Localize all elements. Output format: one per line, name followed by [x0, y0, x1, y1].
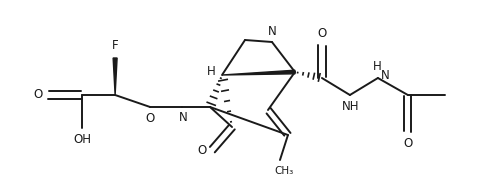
Polygon shape — [222, 70, 295, 75]
Text: O: O — [403, 137, 412, 150]
Text: F: F — [112, 39, 118, 52]
Text: O: O — [34, 89, 43, 102]
Text: H: H — [372, 60, 382, 73]
Text: O: O — [318, 27, 326, 40]
Text: O: O — [197, 144, 206, 157]
Text: OH: OH — [73, 133, 91, 146]
Polygon shape — [113, 58, 117, 95]
Text: N: N — [268, 25, 276, 38]
Text: O: O — [146, 112, 154, 125]
Text: N: N — [178, 111, 188, 124]
Text: CH₃: CH₃ — [275, 166, 294, 176]
Text: NH: NH — [342, 100, 359, 113]
Text: H: H — [207, 65, 216, 78]
Text: N: N — [380, 69, 389, 82]
